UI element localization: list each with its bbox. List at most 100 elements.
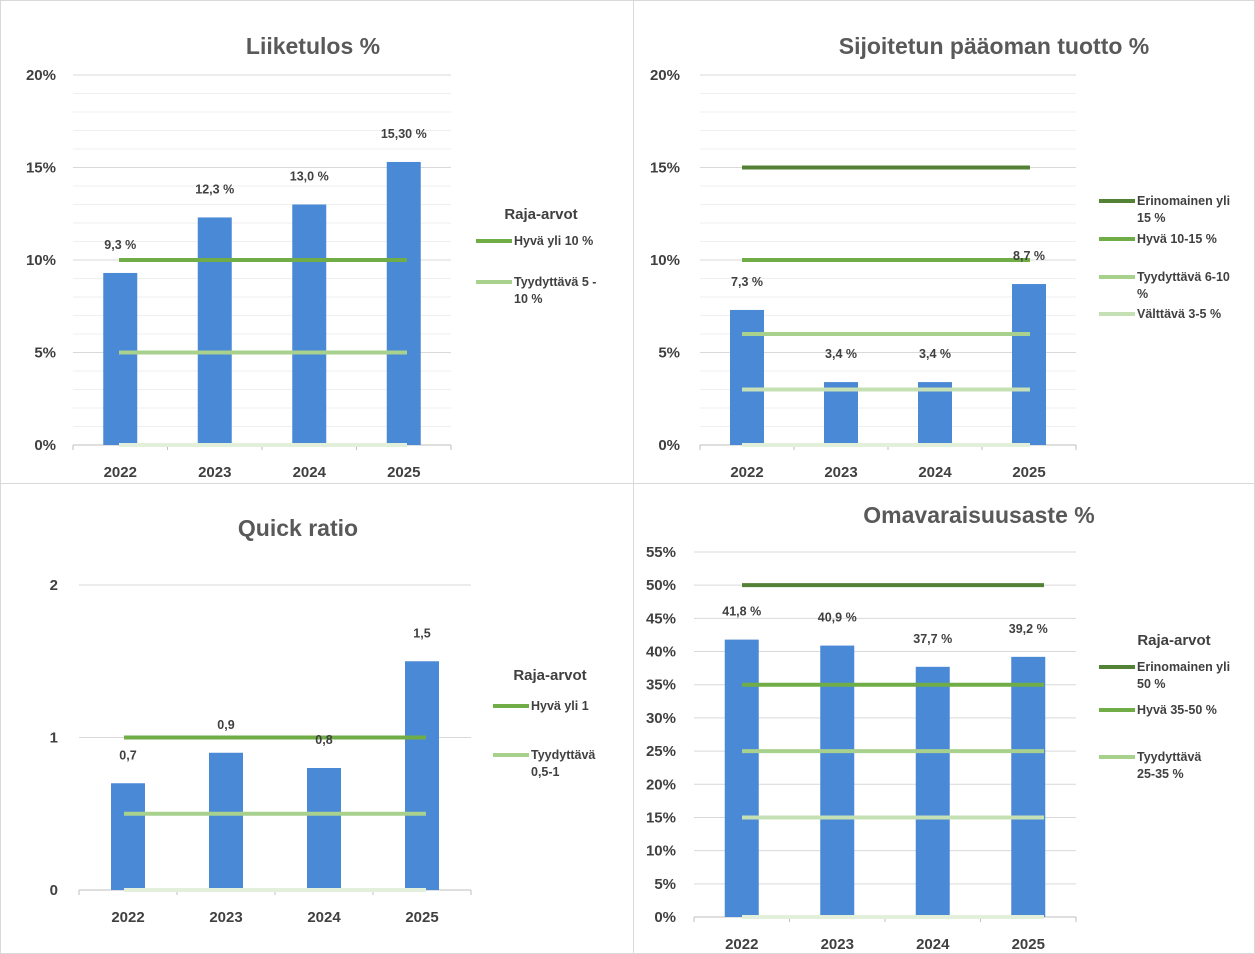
bar-2022 bbox=[730, 309, 764, 445]
data-label: 41,8 % bbox=[722, 605, 761, 619]
data-label: 15,30 % bbox=[381, 127, 427, 141]
legend-item-label: Tyydyttävä 6-10% bbox=[1137, 270, 1230, 301]
legend-item-label: Välttävä 3-5 % bbox=[1137, 307, 1221, 321]
data-label: 0,8 bbox=[315, 733, 332, 747]
y-tick-label: 20% bbox=[650, 67, 680, 84]
bar-2025 bbox=[405, 661, 439, 890]
chart-liiketulos: Liiketulos % 0% 5% 10% 15% 20% 9,3 % 12,3 % 13,0… bbox=[26, 33, 596, 481]
x-tick-label: 2025 bbox=[387, 464, 420, 481]
data-label: 9,3 % bbox=[104, 238, 136, 252]
y-tick-label: 0% bbox=[654, 909, 676, 926]
legend-item-line: 25-35 % bbox=[1137, 767, 1184, 781]
legend-item-label: Erinomainen yli 15 % bbox=[1137, 194, 1230, 225]
y-tick-label: 45% bbox=[646, 610, 676, 627]
x-tick-label: 2022 bbox=[730, 464, 763, 481]
bar-2022 bbox=[724, 639, 759, 917]
data-label: 1,5 bbox=[413, 626, 430, 640]
chart-title: Sijoitetun pääoman tuotto % bbox=[839, 33, 1150, 59]
data-label: 0,9 bbox=[217, 718, 234, 732]
y-tick-label: 0% bbox=[658, 437, 680, 454]
y-tick-label: 40% bbox=[646, 644, 676, 661]
legend-item-line: 50 % bbox=[1137, 677, 1166, 691]
legend-item-label: Hyvä yli 10 % bbox=[514, 234, 593, 248]
y-tick-label: 10% bbox=[26, 252, 56, 269]
legend-item-label: Tyydyttävä 5 - 10 % bbox=[514, 275, 596, 306]
y-tick-label: 55% bbox=[646, 544, 676, 561]
data-label: 39,2 % bbox=[1009, 622, 1048, 636]
y-tick-label: 35% bbox=[646, 677, 676, 694]
data-label: 3,4 % bbox=[825, 347, 857, 361]
bar-2023 bbox=[820, 645, 855, 917]
bar-2022 bbox=[111, 783, 145, 890]
chart-omavaraisuusaste: Omavaraisuusaste % 0% 5% 10% 15% 20% 25% 30% 35%… bbox=[646, 502, 1230, 953]
x-tick-label: 2023 bbox=[209, 909, 242, 926]
legend-title: Raja-arvot bbox=[513, 667, 586, 684]
y-tick-label: 5% bbox=[658, 345, 680, 362]
y-tick-label: 30% bbox=[646, 710, 676, 727]
y-tick-label: 20% bbox=[26, 67, 56, 84]
chart-panel-omavaraisuusaste: Omavaraisuusaste % 0% 5% 10% 15% 20% 25% 30% 35%… bbox=[633, 483, 1255, 954]
legend-item-line: Välttävä 3-5 % bbox=[1137, 307, 1221, 321]
y-tick-label: 0 bbox=[50, 882, 58, 899]
data-label: 7,3 % bbox=[731, 275, 763, 289]
x-tick-label: 2023 bbox=[821, 936, 854, 953]
y-tick-label: 15% bbox=[646, 809, 676, 826]
data-label: 12,3 % bbox=[195, 182, 234, 196]
chart-title: Omavaraisuusaste % bbox=[863, 502, 1094, 528]
bar-2024 bbox=[292, 204, 327, 445]
legend-item-label: Tyydyttävä 0,5-1 bbox=[531, 748, 595, 779]
bar-2022 bbox=[103, 272, 138, 445]
data-label: 37,7 % bbox=[913, 632, 952, 646]
bar-2024 bbox=[915, 666, 950, 917]
x-tick-label: 2023 bbox=[824, 464, 857, 481]
y-tick-label: 20% bbox=[646, 776, 676, 793]
legend-title: Raja-arvot bbox=[1137, 632, 1210, 649]
data-label: 8,7 % bbox=[1013, 249, 1045, 263]
x-tick-label: 2022 bbox=[725, 936, 758, 953]
legend-item-line: Tyydyttävä 6-10 bbox=[1137, 270, 1230, 284]
legend-item-line: Tyydyttävä bbox=[531, 748, 595, 762]
y-tick-label: 5% bbox=[34, 345, 56, 362]
y-tick-label: 15% bbox=[650, 160, 680, 177]
x-tick-label: 2025 bbox=[405, 909, 438, 926]
legend-item-line: Tyydyttävä bbox=[1137, 750, 1201, 764]
legend-item-line: % bbox=[1137, 287, 1148, 301]
bar-2025 bbox=[1011, 656, 1046, 917]
legend-item-label: Hyvä 10-15 % bbox=[1137, 232, 1217, 246]
data-label: 40,9 % bbox=[818, 611, 857, 625]
bar-2025 bbox=[1012, 284, 1046, 445]
legend-item-line: Hyvä yli 1 bbox=[531, 699, 589, 713]
bar-2024 bbox=[918, 382, 952, 445]
y-tick-label: 10% bbox=[646, 843, 676, 860]
chart-panel-quick-ratio: Quick ratio 0 1 2 0,7 0,9 0,8 1,5 2022 2023 2024 20… bbox=[0, 483, 634, 954]
legend-item-label: Tyydyttävä 25-35 % bbox=[1137, 750, 1201, 781]
bar-2025 bbox=[386, 161, 421, 445]
x-tick-label: 2024 bbox=[916, 936, 950, 953]
chart-sijoitetun-paaoman-tuotto: Sijoitetun pääoman tuotto % 0% 5% 10% 15% 20%… bbox=[650, 33, 1230, 481]
bar-2024 bbox=[307, 768, 341, 890]
y-tick-label: 2 bbox=[50, 577, 58, 594]
x-tick-label: 2024 bbox=[307, 909, 341, 926]
y-tick-label: 25% bbox=[646, 743, 676, 760]
y-tick-label: 15% bbox=[26, 160, 56, 177]
y-tick-label: 0% bbox=[34, 437, 56, 454]
legend-item-line: Erinomainen yli bbox=[1137, 660, 1230, 674]
legend-item-line: 10 % bbox=[514, 292, 543, 306]
legend-item-label: Erinomainen yli 50 % bbox=[1137, 660, 1230, 691]
legend-item-line: 0,5-1 bbox=[531, 765, 560, 779]
y-tick-label: 1 bbox=[50, 730, 58, 747]
legend-item-label: Hyvä yli 1 bbox=[531, 699, 589, 713]
y-tick-label: 5% bbox=[654, 876, 676, 893]
data-label: 0,7 bbox=[119, 748, 136, 762]
legend-item-line: Erinomainen yli bbox=[1137, 194, 1230, 208]
chart-panel-sijoitetun-paaoman-tuotto: Sijoitetun pääoman tuotto % 0% 5% 10% 15% 20%… bbox=[633, 0, 1255, 484]
legend-item-line: Hyvä 35-50 % bbox=[1137, 703, 1217, 717]
chart-panel-liiketulos: Liiketulos % 0% 5% 10% 15% 20% 9,3 % 12,3 % 13,0… bbox=[0, 0, 634, 484]
bar-2023 bbox=[209, 752, 243, 890]
x-tick-label: 2022 bbox=[111, 909, 144, 926]
legend-item-line: Tyydyttävä 5 - bbox=[514, 275, 596, 289]
bar-2023 bbox=[824, 382, 858, 445]
x-tick-label: 2024 bbox=[918, 464, 952, 481]
chart-title: Liiketulos % bbox=[246, 33, 380, 59]
legend-item-line: Hyvä yli 10 % bbox=[514, 234, 593, 248]
